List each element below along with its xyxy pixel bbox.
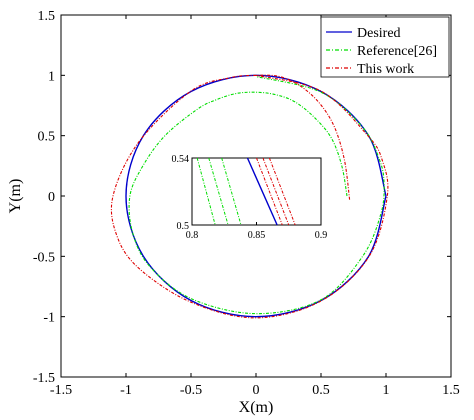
- inset-line-5: [262, 157, 290, 226]
- y-tick-label: 1: [48, 69, 55, 84]
- inset-x-tick-label: 0.85: [248, 230, 266, 241]
- inset-x-tick-label: 0.8: [186, 230, 199, 241]
- inset-line-0: [246, 157, 278, 226]
- legend: Desired Reference[26] This work: [320, 16, 450, 78]
- inset-x-tick-label: 0.9: [315, 230, 328, 241]
- x-tick-label: -1.5: [50, 383, 72, 398]
- inset-y-tick-label: 0.5: [177, 221, 190, 232]
- x-tick-label: 0: [253, 383, 260, 398]
- inset-y-tick-label: 0.54: [172, 154, 190, 165]
- x-axis-label: X(m): [239, 399, 274, 416]
- series-line-desired: [125, 74, 387, 318]
- x-tick-label: -0.5: [180, 383, 202, 398]
- series-line-this-work: [110, 74, 389, 319]
- legend-box: [320, 16, 450, 78]
- inset-chart: 0.8 0.85 0.9 0.5 0.54: [172, 154, 328, 241]
- y-tick-label: 0: [48, 190, 55, 205]
- series-layer: [110, 74, 389, 319]
- inset-plot-area: [191, 157, 322, 226]
- inset-line-4: [256, 157, 283, 226]
- axis-ticks: -1.5 -1 -0.5 0 0.5 1 1.5 -1.5 -1 -0.5 0 0.5 1 1.5: [33, 9, 460, 398]
- inset-line-6: [268, 157, 296, 226]
- legend-label-desired: Desired: [357, 26, 401, 41]
- y-tick-label: -1: [43, 311, 55, 326]
- y-tick-label: -0.5: [33, 250, 55, 265]
- y-axis-label: Y(m): [7, 179, 24, 214]
- x-tick-label: 0.5: [312, 383, 330, 398]
- legend-label-reference: Reference[26]: [357, 44, 437, 59]
- x-tick-label: 1.5: [442, 383, 460, 398]
- inset-line-3: [221, 157, 242, 226]
- inset-lines: [196, 157, 296, 226]
- inset-line-2: [208, 157, 229, 226]
- inset-axis-ticks: 0.8 0.85 0.9 0.5 0.54: [172, 154, 328, 241]
- x-tick-label: 1: [383, 383, 390, 398]
- y-tick-label: -1.5: [33, 371, 55, 386]
- legend-label-this-work: This work: [357, 62, 414, 77]
- x-tick-label: -1: [120, 383, 132, 398]
- inset-line-1: [196, 157, 216, 226]
- series-line-reference: [128, 76, 385, 315]
- y-tick-label: 0.5: [38, 130, 56, 145]
- y-tick-label: 1.5: [38, 9, 56, 24]
